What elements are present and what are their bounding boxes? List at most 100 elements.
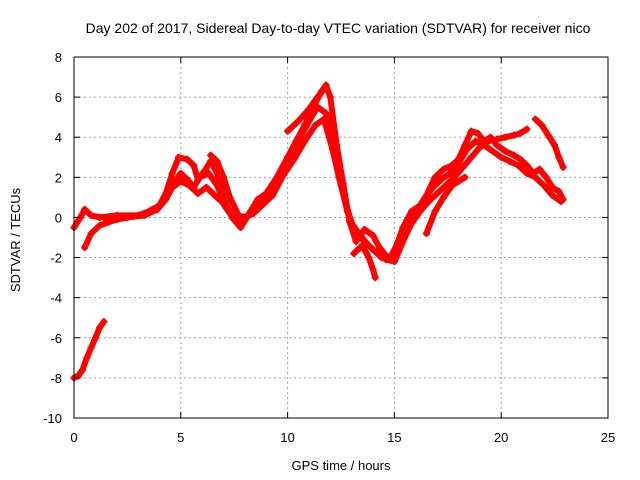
data-point <box>301 137 309 145</box>
data-point <box>258 201 266 209</box>
data-point <box>433 189 441 197</box>
y-tick-label: -4 <box>50 291 62 306</box>
x-tick-label: 0 <box>70 430 77 445</box>
data-point <box>348 219 356 227</box>
data-point <box>100 318 108 326</box>
data-point <box>437 175 445 183</box>
data-point <box>360 225 368 233</box>
data-point <box>196 173 204 181</box>
data-point <box>277 165 285 173</box>
data-point <box>463 145 471 153</box>
x-tick-label: 15 <box>387 430 401 445</box>
data-point <box>440 165 448 173</box>
data-point <box>140 211 148 219</box>
data-point <box>162 195 170 203</box>
data-point <box>320 115 328 123</box>
data-point <box>322 109 330 117</box>
data-point <box>450 173 458 181</box>
data-point <box>440 193 448 201</box>
data-point <box>536 165 544 173</box>
data-point <box>79 366 87 374</box>
data-point <box>538 121 546 129</box>
data-point <box>102 217 110 225</box>
series-track-3 <box>103 116 530 265</box>
data-point <box>399 238 407 246</box>
data-point <box>544 131 552 139</box>
data-point <box>416 207 424 215</box>
data-point <box>425 197 433 205</box>
data-point <box>467 127 475 135</box>
data-point <box>559 163 567 171</box>
data-point <box>484 137 492 145</box>
data-point <box>431 207 439 215</box>
data-point <box>153 205 161 213</box>
data-point <box>296 133 304 141</box>
data-point <box>461 173 469 181</box>
data-point <box>243 213 251 221</box>
data-point <box>217 197 225 205</box>
data-point <box>185 181 193 189</box>
data-point <box>320 85 328 93</box>
data-point <box>375 244 383 252</box>
data-point <box>314 103 322 111</box>
data-point <box>305 117 313 125</box>
data-point <box>365 254 373 262</box>
data-point <box>284 127 292 135</box>
data-point <box>350 250 358 258</box>
data-point <box>493 141 501 149</box>
data-point <box>446 169 454 177</box>
data-point <box>96 221 104 229</box>
x-tick-label: 20 <box>494 430 508 445</box>
data-point <box>476 143 484 151</box>
data-point <box>474 129 482 137</box>
data-point <box>226 193 234 201</box>
data-point <box>489 147 497 155</box>
data-point <box>365 242 373 250</box>
data-point <box>373 250 381 258</box>
data-point <box>506 157 514 165</box>
data-point <box>341 197 349 205</box>
data-point <box>177 177 185 185</box>
data-point <box>311 121 319 129</box>
data-point <box>454 177 462 185</box>
data-point <box>510 131 518 139</box>
x-axis-label: GPS time / hours <box>292 458 391 473</box>
y-tick-label: -10 <box>43 411 62 426</box>
data-point <box>183 155 191 163</box>
data-point <box>81 205 89 213</box>
data-point <box>542 173 550 181</box>
data-point <box>454 159 462 167</box>
data-point <box>358 242 366 250</box>
data-point <box>382 256 390 264</box>
data-point <box>190 161 198 169</box>
data-point <box>431 173 439 181</box>
data-point <box>269 191 277 199</box>
data-point <box>286 151 294 159</box>
data-point <box>194 189 202 197</box>
data-point <box>87 344 95 352</box>
grid <box>74 57 608 418</box>
data-point <box>91 334 99 342</box>
data-point <box>407 219 415 227</box>
data-point <box>459 163 467 171</box>
data-point <box>207 151 215 159</box>
data-point <box>442 181 450 189</box>
y-tick-label: 2 <box>55 170 62 185</box>
data-point <box>202 183 210 191</box>
data-point <box>523 125 531 133</box>
data-point <box>501 133 509 141</box>
y-tick-label: 6 <box>55 90 62 105</box>
data-point <box>555 187 563 195</box>
plot-frame <box>73 56 609 419</box>
data-point <box>279 171 287 179</box>
data-point <box>305 105 313 113</box>
y-axis-label: SDTVAR / TECUs <box>8 187 23 292</box>
data-point <box>87 211 95 219</box>
data-point <box>352 238 360 246</box>
data-point <box>472 137 480 145</box>
data-point <box>548 183 556 191</box>
chart-title: Day 202 of 2017, Sidereal Day-to-day VTE… <box>86 20 591 36</box>
y-tick-label: -8 <box>50 371 62 386</box>
data-point <box>168 183 176 191</box>
data-point <box>314 93 322 101</box>
